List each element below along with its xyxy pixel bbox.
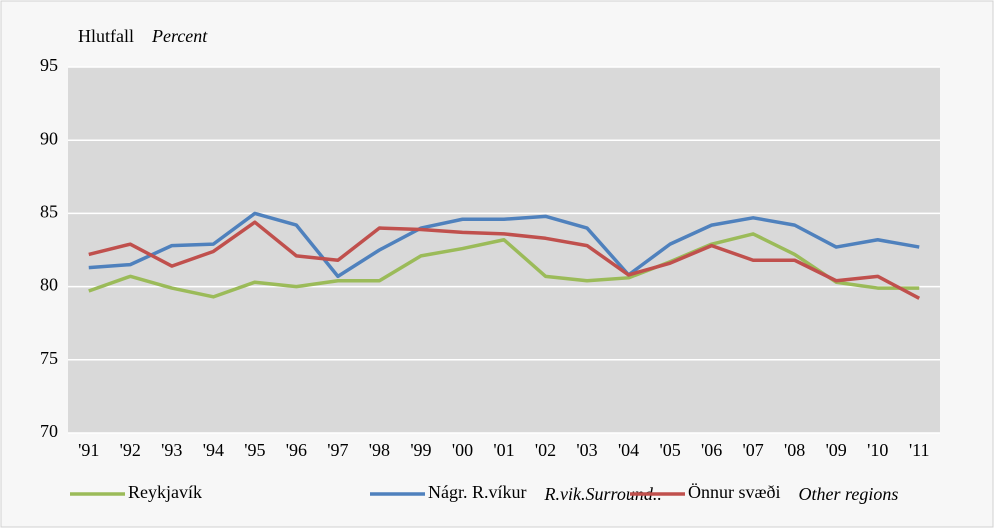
y-tick-label: 75 — [40, 348, 58, 368]
x-tick-label: '96 — [286, 440, 307, 460]
x-tick-label: '11 — [909, 440, 930, 460]
x-tick-label: '05 — [659, 440, 680, 460]
x-tick-label: '07 — [743, 440, 764, 460]
x-tick-label: '01 — [493, 440, 514, 460]
plot-area — [68, 67, 940, 433]
x-tick-label: '09 — [826, 440, 847, 460]
x-tick-label: '97 — [327, 440, 348, 460]
legend-label-en: Other regions — [799, 484, 899, 504]
y-tick-label: 95 — [40, 55, 58, 75]
x-tick-label: '02 — [535, 440, 556, 460]
series-line — [88, 232, 920, 299]
legend-label: Önnur svæði — [688, 482, 781, 502]
x-tick-label: '91 — [78, 440, 99, 460]
x-tick-label: '06 — [701, 440, 722, 460]
y-axis-label: Hlutfall — [78, 26, 134, 46]
series-line — [88, 220, 921, 300]
legend-label-en: R.vik.Surround.. — [544, 484, 662, 504]
x-tick-label: '95 — [244, 440, 265, 460]
x-tick-label: '93 — [161, 440, 182, 460]
x-tick-label: '98 — [369, 440, 390, 460]
x-tick-label: '99 — [410, 440, 431, 460]
x-tick-label: '92 — [120, 440, 141, 460]
legend-label: Nágr. R.víkur — [428, 482, 527, 502]
y-tick-label: 80 — [40, 275, 58, 295]
x-tick-label: '10 — [867, 440, 888, 460]
x-tick-label: '00 — [452, 440, 473, 460]
x-tick-label: '04 — [618, 440, 639, 460]
series-line — [88, 211, 920, 279]
legend-label: Reykjavík — [128, 482, 202, 502]
x-tick-label: '03 — [576, 440, 597, 460]
y-tick-label: 90 — [40, 128, 58, 148]
x-tick-label: '94 — [203, 440, 224, 460]
x-tick-label: '08 — [784, 440, 805, 460]
y-axis-label-en: Percent — [151, 26, 208, 46]
y-tick-label: 70 — [40, 421, 58, 441]
y-tick-label: 85 — [40, 202, 58, 222]
